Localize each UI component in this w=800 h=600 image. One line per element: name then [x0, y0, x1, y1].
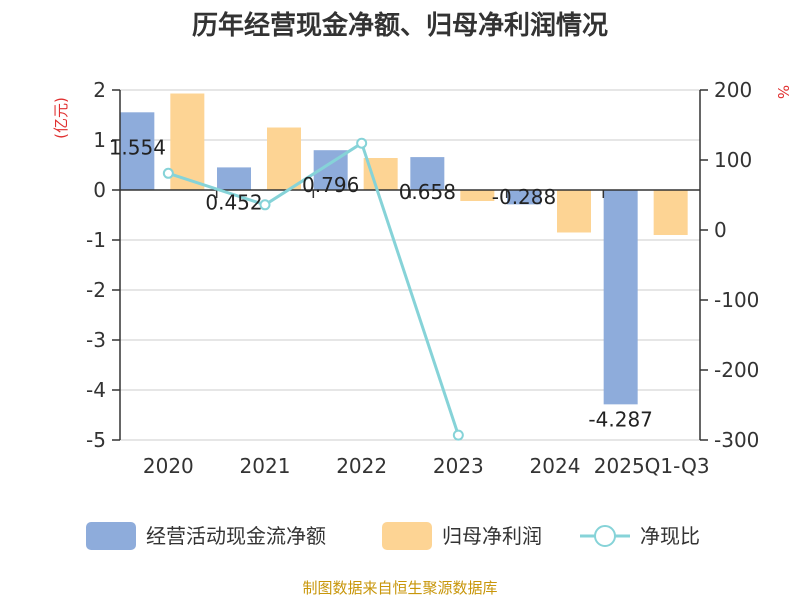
right-tick-label: -300 — [714, 428, 759, 452]
bar-cashflow — [507, 190, 541, 205]
bar-cashflow — [603, 190, 638, 405]
bar-cashflow — [410, 157, 445, 190]
bar-cashflow — [217, 167, 251, 190]
chart-title: 历年经营现金净额、归母净利润情况 — [192, 10, 608, 41]
data-label: 0.658 — [399, 180, 456, 204]
data-label: -4.287 — [588, 407, 652, 431]
legend-label: 归母净利润 — [442, 524, 542, 548]
bar-net-profit — [653, 190, 688, 235]
data-label: 0.452 — [205, 190, 262, 214]
category-label: 2024 — [530, 454, 581, 478]
ratio-point — [452, 429, 464, 441]
right-tick-label: -100 — [714, 288, 759, 312]
ratio-line-path — [167, 140, 460, 436]
right-tick-label: 100 — [714, 148, 752, 172]
source-note: 制图数据来自恒生聚源数据库 — [302, 579, 497, 597]
bar-net-profit — [460, 190, 495, 201]
data-label: -0.288 — [492, 185, 556, 209]
tick-labels: 2 1 0 -1 -2 -3 -4 -5 200 100 0 -100 -200 -300 2020 2021… — [86, 78, 759, 478]
left-tick-label: -3 — [86, 328, 106, 352]
category-label: 2025Q1-Q3 — [594, 454, 710, 478]
data-label: 1.554 — [109, 135, 166, 159]
legend-label: 净现比 — [640, 524, 700, 548]
right-tick-label: -200 — [714, 358, 759, 382]
data-labels: 1.554 0.452 0.796 0.658 -0.288 -4.287 — [109, 135, 653, 431]
left-tick-label: -5 — [86, 428, 106, 452]
legend-swatch — [86, 522, 136, 550]
left-tick-label: -4 — [86, 378, 106, 402]
left-tick-label: 0 — [93, 178, 106, 202]
ratio-point — [162, 167, 174, 179]
ratio-line — [162, 137, 464, 441]
left-tick-label: -1 — [86, 228, 106, 252]
left-axis-unit: (亿元) — [52, 97, 70, 139]
legend: 经营活动现金流净额 归母净利润 净现比 — [86, 522, 700, 550]
category-label: 2022 — [336, 454, 387, 478]
ratio-point — [356, 137, 368, 149]
bar-cashflow — [120, 112, 155, 190]
right-axis-unit: % — [774, 85, 792, 99]
data-label: 0.796 — [302, 173, 359, 197]
category-label: 2021 — [240, 454, 291, 478]
right-tick-label: 200 — [714, 78, 752, 102]
bar-net-profit — [267, 127, 301, 190]
bar-net-profit — [170, 93, 205, 190]
category-label: 2023 — [433, 454, 484, 478]
ratio-point — [259, 199, 271, 211]
left-tick-label: -2 — [86, 278, 106, 302]
right-tick-label: 0 — [714, 218, 727, 242]
left-tick-label: 1 — [93, 128, 106, 152]
legend-marker — [594, 525, 616, 547]
grid-lines — [120, 89, 700, 441]
category-label: 2020 — [143, 454, 194, 478]
legend-swatch — [382, 522, 432, 550]
bar-net-profit — [557, 190, 591, 233]
legend-label: 经营活动现金流净额 — [146, 524, 326, 548]
left-tick-label: 2 — [93, 78, 106, 102]
